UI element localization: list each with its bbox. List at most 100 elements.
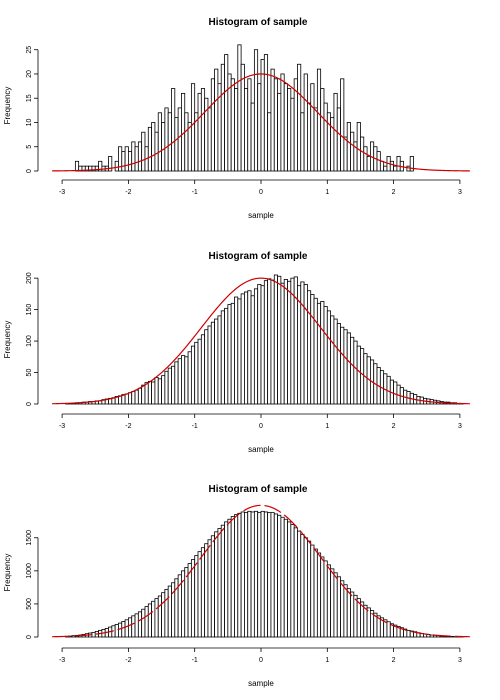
bar — [187, 122, 192, 172]
x-tick-label: -3 — [59, 423, 65, 430]
x-tick-label: -1 — [192, 423, 198, 430]
histogram-panel-3: Histogram of sample 0 500 1000 1500 Frequency… — [3, 484, 470, 688]
bar — [217, 528, 222, 638]
bar — [340, 580, 345, 638]
y-tick-label: 20 — [26, 70, 33, 78]
bar — [406, 629, 411, 638]
y-tick-label: 0 — [26, 635, 33, 639]
x-tick-label: 3 — [458, 657, 462, 664]
bar — [247, 290, 252, 405]
y-tick-label: 5 — [26, 145, 33, 149]
x-tick-label: 3 — [458, 423, 462, 430]
bar — [137, 611, 143, 638]
bar — [154, 598, 159, 638]
bar — [280, 282, 285, 405]
chart-title: Histogram of sample — [209, 484, 308, 495]
bar — [300, 112, 305, 172]
bar — [161, 122, 166, 172]
bar — [234, 514, 239, 638]
bar — [303, 537, 308, 638]
bar — [240, 63, 245, 172]
bar — [300, 534, 305, 638]
bar — [287, 280, 292, 405]
bar — [366, 607, 371, 638]
bar — [190, 559, 196, 638]
bar — [227, 518, 232, 638]
bar — [273, 78, 278, 172]
y-tick-label: 1000 — [26, 563, 33, 579]
bar — [263, 280, 269, 405]
histogram-panel-2: Histogram of sample 0 50 100 150 200 Frequency… — [3, 251, 470, 454]
bar — [320, 556, 325, 638]
bar — [141, 131, 146, 172]
bar — [244, 291, 249, 405]
bar — [350, 591, 355, 638]
bar — [253, 288, 259, 405]
x-tick-label: -2 — [125, 423, 131, 430]
bar — [263, 54, 269, 172]
y-tick-label: 100 — [26, 335, 33, 347]
bar — [167, 367, 172, 405]
bar — [200, 88, 206, 172]
bar — [181, 355, 186, 405]
bar — [194, 555, 199, 638]
bar — [151, 600, 156, 638]
bar — [267, 512, 272, 638]
bar — [253, 510, 259, 638]
y-tick-label: 50 — [26, 369, 33, 377]
x-tick-label: 1 — [325, 189, 329, 196]
bar — [174, 117, 179, 172]
bar — [134, 613, 139, 638]
bar — [144, 606, 149, 638]
bar — [164, 107, 169, 172]
x-tick-label: 2 — [392, 423, 396, 430]
bar — [124, 619, 129, 638]
bar — [210, 321, 215, 405]
bar — [283, 83, 288, 172]
bar — [184, 567, 189, 638]
bar — [237, 512, 242, 638]
y-tick-label: 1500 — [26, 530, 33, 546]
bar — [316, 552, 322, 638]
bar — [137, 387, 143, 405]
bar — [260, 59, 265, 172]
bar — [326, 112, 332, 172]
bar — [310, 544, 315, 638]
x-tick-label: 0 — [259, 423, 263, 430]
bar — [313, 107, 318, 172]
x-tick-label: 3 — [458, 189, 462, 196]
y-axis-label: Frequency — [3, 554, 12, 592]
bar — [220, 310, 225, 405]
bar — [197, 338, 202, 405]
bar — [409, 156, 414, 172]
x-tick-label: -2 — [125, 657, 131, 664]
bar — [174, 361, 179, 405]
bar — [313, 297, 318, 405]
bar — [187, 351, 192, 405]
bar — [376, 151, 381, 172]
y-axis-label: Frequency — [3, 321, 12, 359]
bar — [290, 97, 295, 172]
bar — [240, 511, 245, 638]
bar — [340, 78, 345, 172]
bar — [360, 348, 365, 405]
bar — [108, 156, 113, 172]
bar — [141, 608, 146, 638]
bar — [293, 527, 298, 638]
bar — [353, 340, 358, 405]
bar — [230, 302, 235, 405]
bar — [323, 102, 328, 172]
bar — [393, 165, 398, 172]
bar — [224, 54, 229, 172]
bar — [270, 68, 275, 172]
bar — [230, 78, 235, 172]
bar — [277, 514, 282, 638]
bar — [250, 102, 255, 172]
y-tick-label: 0 — [26, 169, 33, 173]
bar — [360, 136, 365, 172]
bar — [207, 539, 212, 638]
bar — [234, 296, 239, 405]
bar — [74, 160, 80, 172]
bar — [366, 156, 371, 172]
bar — [253, 49, 259, 172]
